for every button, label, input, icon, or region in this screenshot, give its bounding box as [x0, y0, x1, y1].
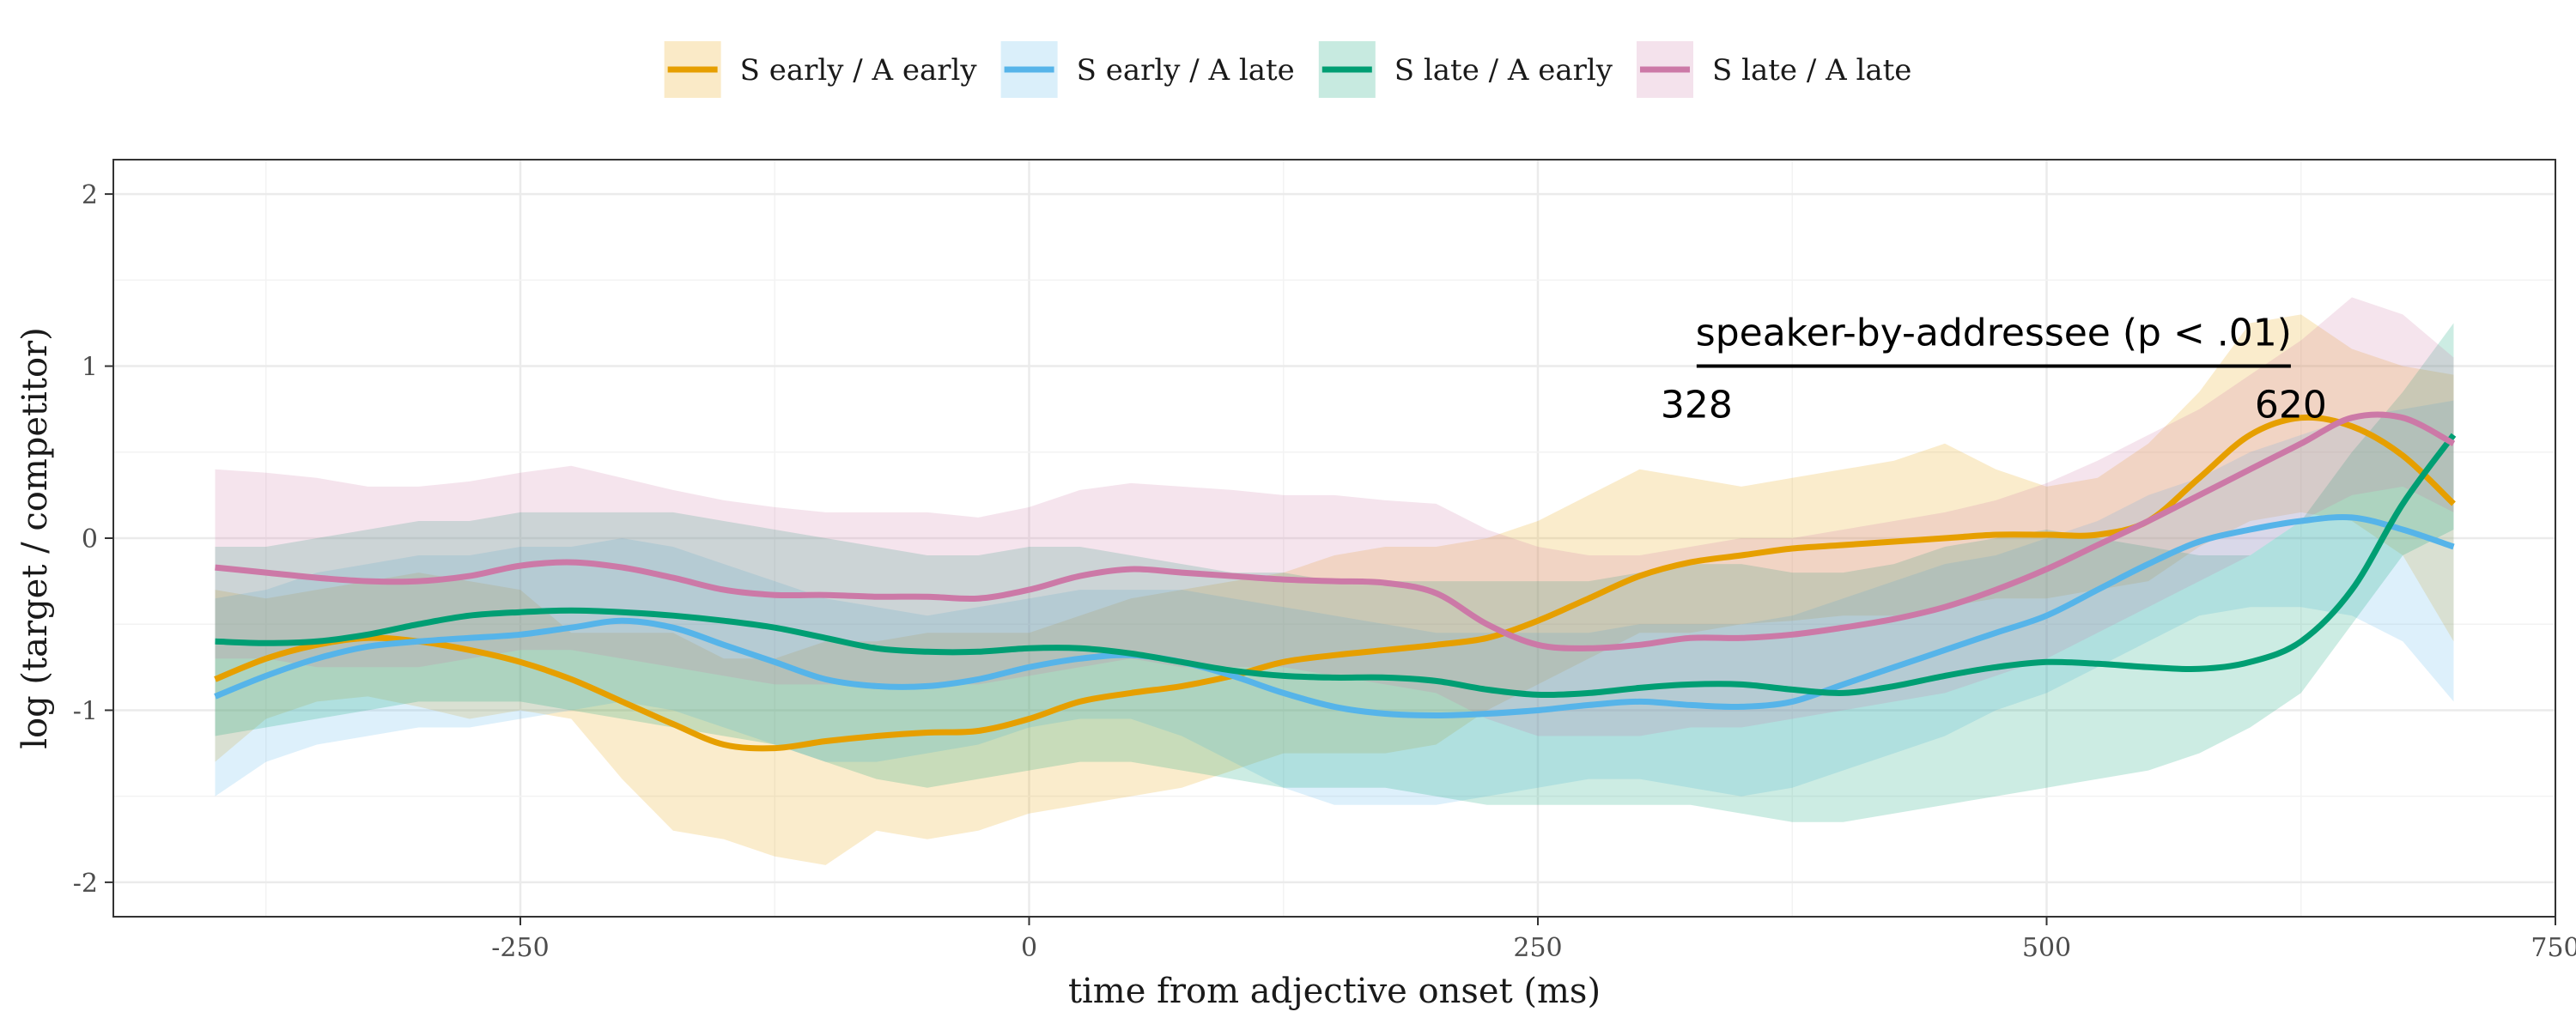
grid — [113, 160, 2557, 917]
x-tick-label: 0 — [1021, 933, 1037, 963]
legend-item: S late / A early — [1318, 41, 1613, 98]
x-tick-label: 750 — [2530, 933, 2576, 963]
annotation-end-label: 620 — [2255, 384, 2327, 427]
ribbon — [215, 400, 2454, 805]
ribbon — [215, 323, 2454, 822]
legend-label: S late / A early — [1394, 53, 1613, 88]
y-tick-label: -1 — [73, 696, 98, 726]
x-tick-label: 500 — [2022, 933, 2071, 963]
y-tick-label: 2 — [82, 180, 98, 210]
x-axis-title: time from adjective onset (ms) — [1068, 972, 1601, 1011]
annotation-start-label: 328 — [1661, 384, 1733, 427]
legend-label: S early / A late — [1077, 53, 1295, 88]
annotation-label: speaker-by-addressee (p < .01) — [1696, 312, 2292, 355]
legend-item: S early / A late — [1000, 41, 1295, 98]
legend: S early / A early S early / A late S late … — [664, 41, 1911, 98]
ribbon — [215, 314, 2454, 865]
legend-item: S early / A early — [664, 41, 978, 98]
y-tick-label: 1 — [82, 353, 98, 383]
y-tick-label: 0 — [82, 524, 98, 554]
legend-label: S early / A early — [740, 53, 978, 88]
y-axis-title: log (target / competitor) — [15, 327, 55, 749]
series-line — [214, 514, 2455, 718]
series-line — [215, 433, 2457, 699]
axis-ticks: -250 0 250 500 750 -2 -1 0 1 2 — [73, 180, 2576, 963]
x-tick-label: -250 — [491, 933, 549, 963]
legend-item: S late / A late — [1636, 41, 1911, 98]
series-line — [214, 414, 2456, 752]
y-tick-label: -2 — [73, 869, 98, 899]
series-lines — [214, 411, 2457, 752]
series-line — [215, 411, 2456, 651]
x-tick-label: 250 — [1513, 933, 1562, 963]
annotation: speaker-by-addressee (p < .01) 328 620 — [1661, 312, 2327, 427]
legend-label: S late / A late — [1712, 53, 1911, 88]
